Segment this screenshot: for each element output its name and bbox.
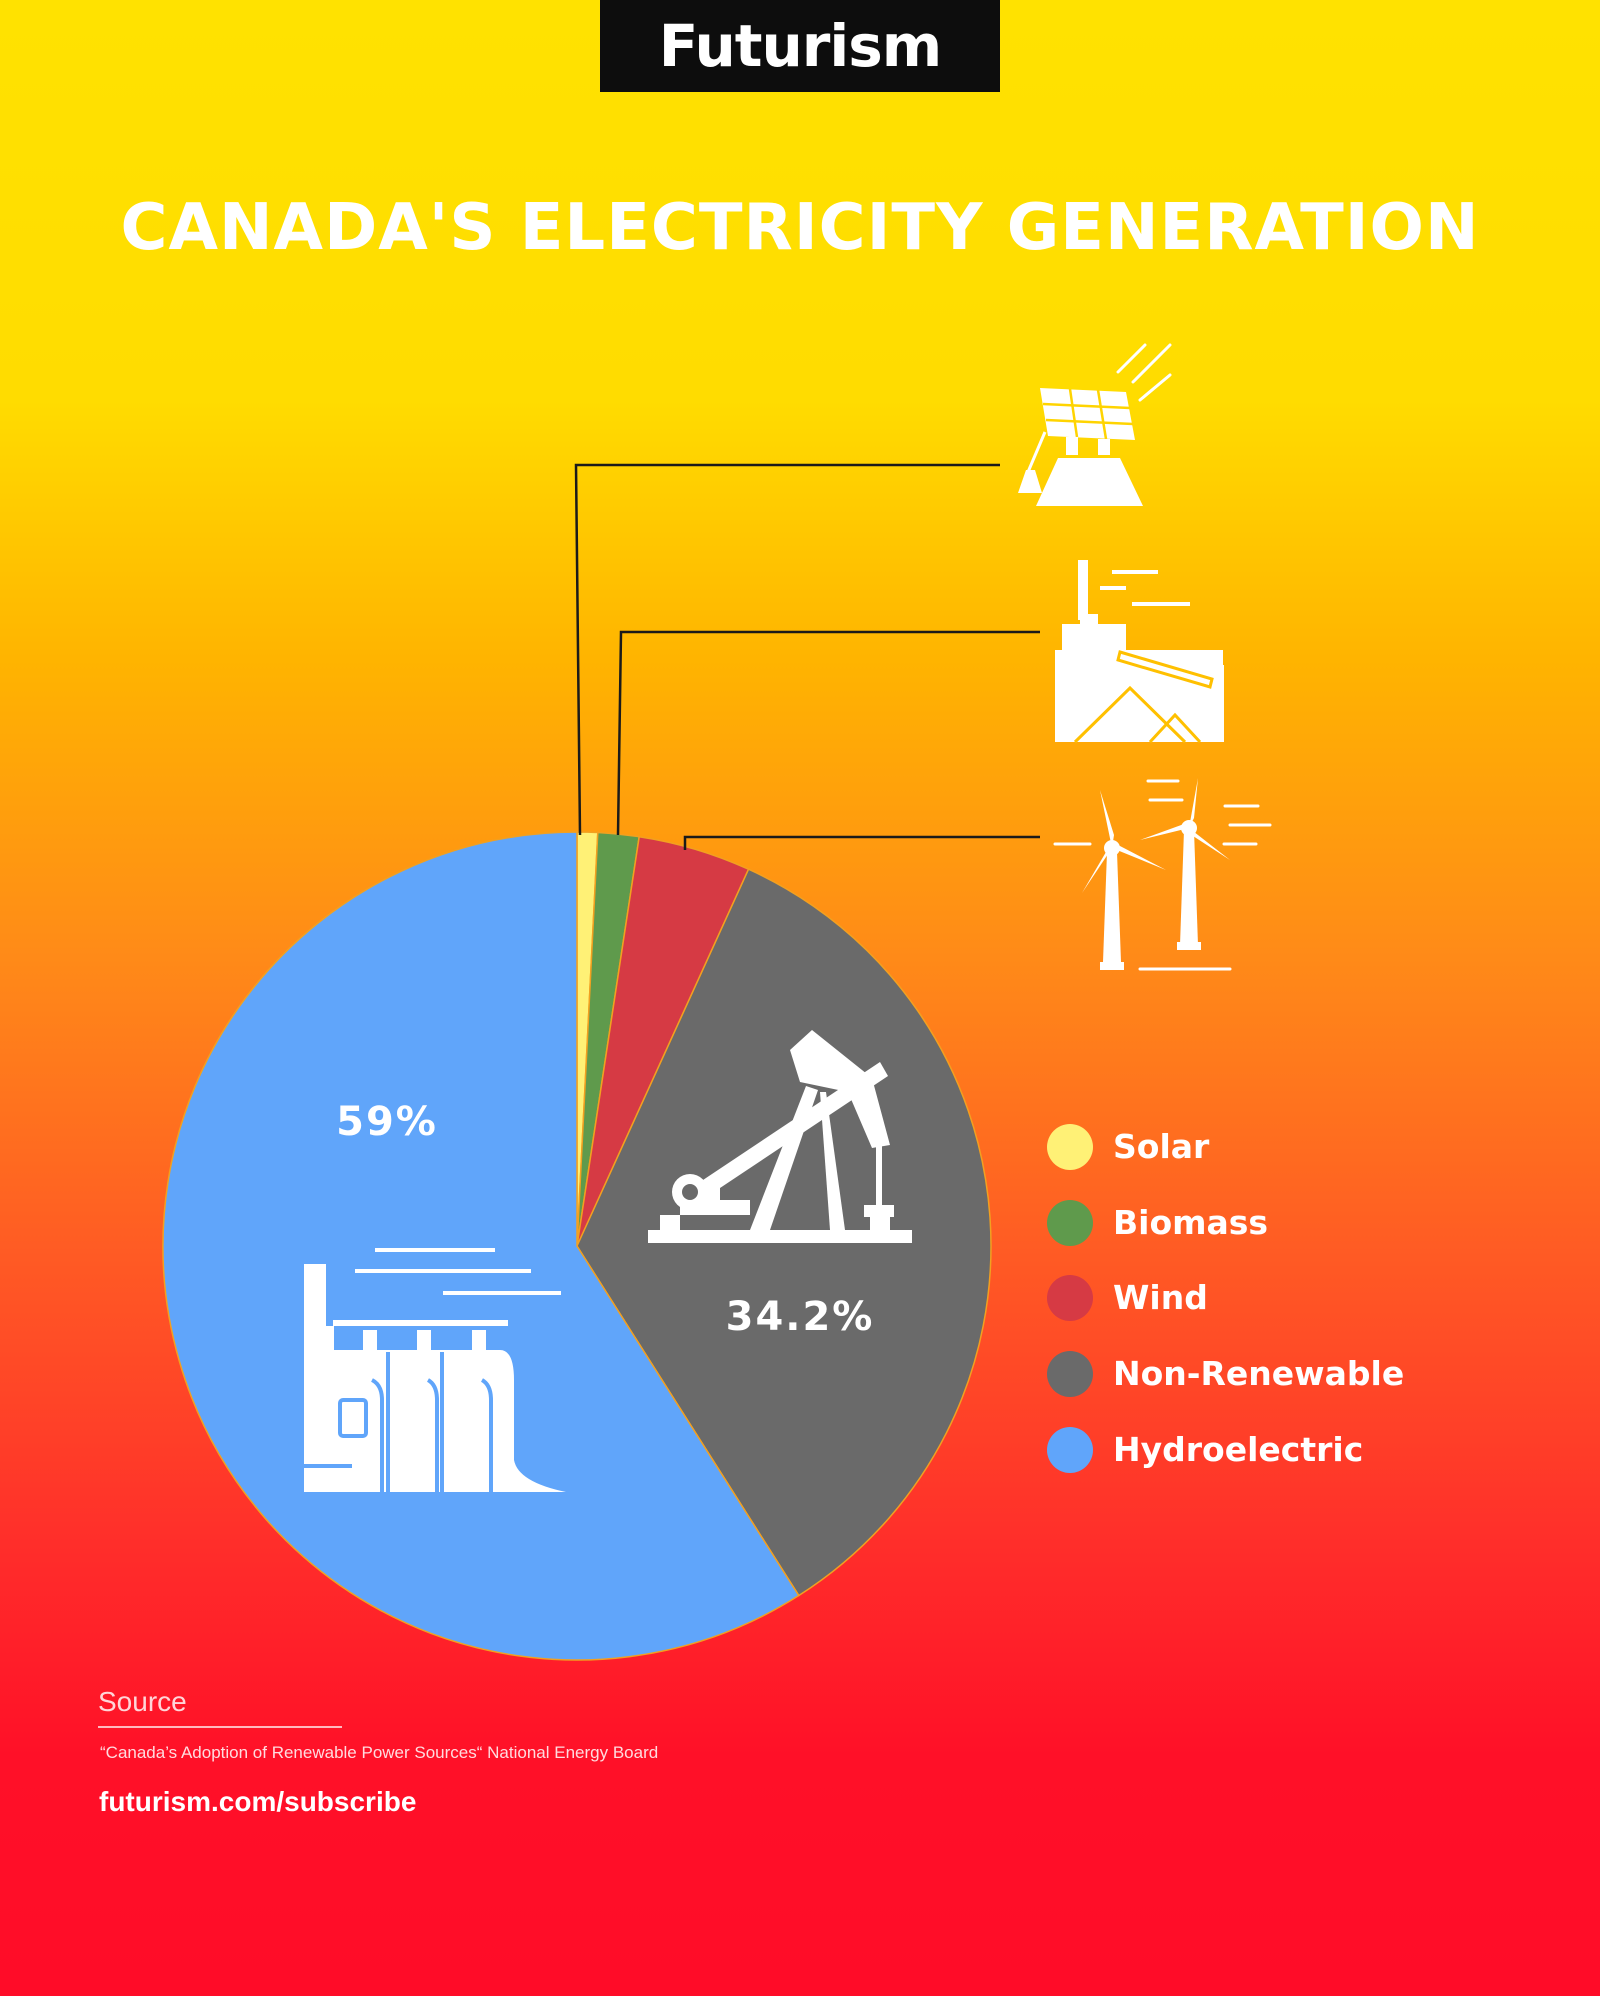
slice-label-non-renewable: 34.2% xyxy=(726,1294,875,1340)
legend-swatch-wind xyxy=(1047,1275,1093,1321)
legend-swatch-solar xyxy=(1047,1124,1093,1170)
legend-swatch-hydroelectric xyxy=(1047,1427,1093,1473)
solar-panel-icon xyxy=(1018,343,1172,506)
slice-label-hydroelectric: 59% xyxy=(336,1099,438,1145)
hydro-dam-icon xyxy=(304,1248,566,1492)
source-divider xyxy=(98,1726,342,1728)
source-citation: “Canada’s Adoption of Renewable Power So… xyxy=(100,1743,659,1762)
legend-item-hydroelectric: Hydroelectric xyxy=(1047,1427,1447,1473)
source-heading: Source xyxy=(98,1686,187,1717)
legend-label-non-renewable: Non-Renewable xyxy=(1113,1354,1405,1393)
chart-title: CANADA'S ELECTRICITY GENERATION xyxy=(120,191,1480,265)
legend-label-hydroelectric: Hydroelectric xyxy=(1113,1430,1364,1469)
legend-label-solar: Solar xyxy=(1113,1127,1210,1166)
futurism-logo: Futurism xyxy=(658,12,942,80)
subscribe-link[interactable]: futurism.com/subscribe xyxy=(99,1786,417,1817)
legend-label-biomass: Biomass xyxy=(1113,1203,1269,1242)
leader-line-biomass xyxy=(616,630,1040,836)
legend-item-biomass: Biomass xyxy=(1047,1200,1447,1246)
wind-turbine-icon xyxy=(1053,778,1272,971)
pie-slices xyxy=(162,831,992,1661)
legend-item-solar: Solar xyxy=(1047,1124,1447,1170)
logo-bar: Futurism xyxy=(600,0,1000,92)
legend-label-wind: Wind xyxy=(1113,1278,1208,1317)
leader-line-solar xyxy=(574,463,1000,836)
biomass-plant-icon xyxy=(1055,560,1224,744)
leader-line-wind xyxy=(683,835,1040,850)
oil-pump-icon xyxy=(648,1030,912,1243)
legend-swatch-biomass xyxy=(1047,1200,1093,1246)
leader-lines xyxy=(574,463,1040,850)
legend-item-wind: Wind xyxy=(1047,1275,1447,1321)
legend-swatch-non-renewable xyxy=(1047,1351,1093,1397)
legend-item-non-renewable: Non-Renewable xyxy=(1047,1351,1447,1397)
